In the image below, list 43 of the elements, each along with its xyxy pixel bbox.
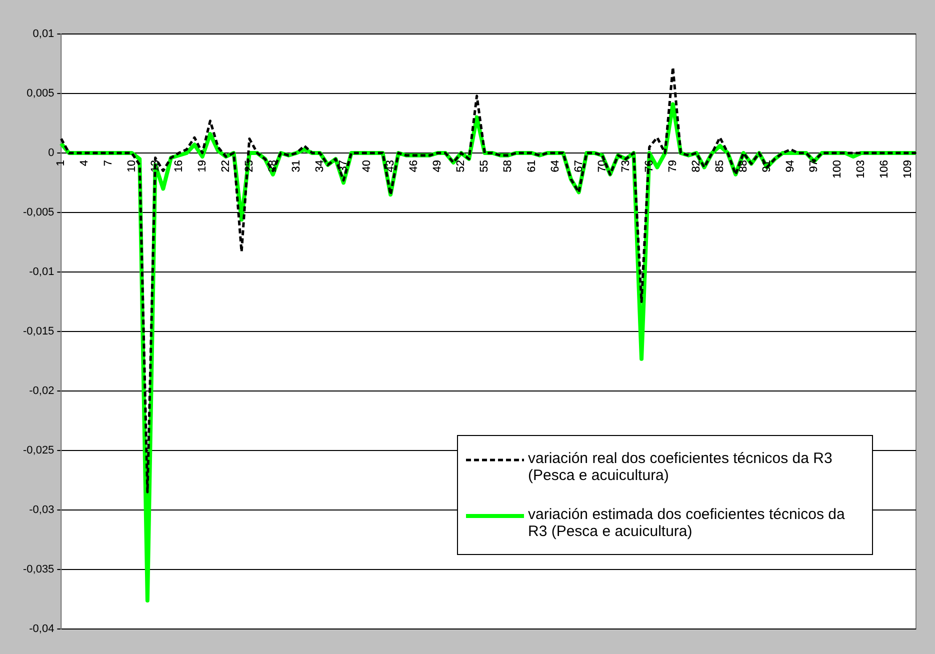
y-tick-label: -0,025: [22, 444, 54, 457]
x-tick-label: 106: [878, 160, 891, 178]
x-tick-label: 40: [361, 160, 374, 172]
x-tick-label: 1: [55, 160, 68, 166]
y-tick-label: -0,005: [22, 206, 54, 219]
x-tick-label: 19: [196, 160, 208, 172]
x-tick-label: 16: [172, 160, 185, 172]
x-tick-label: 31: [290, 160, 302, 172]
x-tick-label: 22: [220, 160, 232, 172]
x-tick-label: 61: [526, 160, 538, 172]
x-tick-label: 55: [478, 160, 491, 172]
y-tick-label: 0: [48, 147, 54, 160]
x-tick-label: 64: [549, 160, 562, 172]
x-tick-label: 70: [596, 160, 608, 172]
y-tick-label: -0,03: [29, 504, 54, 516]
x-tick-label: 82: [690, 160, 702, 172]
x-tick-label: 34: [314, 160, 326, 172]
x-tick-label: 79: [666, 160, 679, 172]
x-tick-label: 97: [808, 160, 820, 172]
y-tick-label: 0,01: [32, 28, 54, 40]
y-tick-label: -0,04: [29, 623, 54, 636]
x-tick-label: 46: [408, 160, 420, 172]
x-tick-label: 4: [78, 160, 91, 166]
x-tick-label: 109: [902, 160, 914, 178]
x-tick-label: 49: [432, 160, 444, 172]
legend-label: variación real dos coeficientes técnicos da R3 (Pesca e acuicultura): [528, 450, 834, 484]
x-tick-label: 73: [620, 160, 632, 172]
x-tick-label: 43: [384, 160, 397, 172]
y-tick-label: -0,035: [22, 564, 54, 576]
x-tick-label: 52: [455, 160, 468, 172]
y-tick-label: -0,02: [29, 385, 54, 398]
y-tick-label: 0,005: [26, 88, 54, 100]
x-tick-label: 58: [502, 160, 514, 172]
y-tick-label: -0,01: [29, 266, 54, 278]
legend-label: variación estimada dos coeficientes técnicos da R3 (Pesca e acuicultura): [528, 506, 846, 540]
y-tick-label: -0,015: [22, 326, 54, 338]
x-tick-label: 85: [714, 160, 726, 172]
x-tick-label: 7: [102, 160, 114, 166]
x-tick-label: 100: [832, 160, 844, 178]
x-tick-label: 67: [572, 160, 585, 172]
x-tick-label: 103: [855, 160, 868, 178]
x-tick-label: 10: [126, 160, 138, 172]
x-tick-label: 94: [784, 160, 797, 172]
